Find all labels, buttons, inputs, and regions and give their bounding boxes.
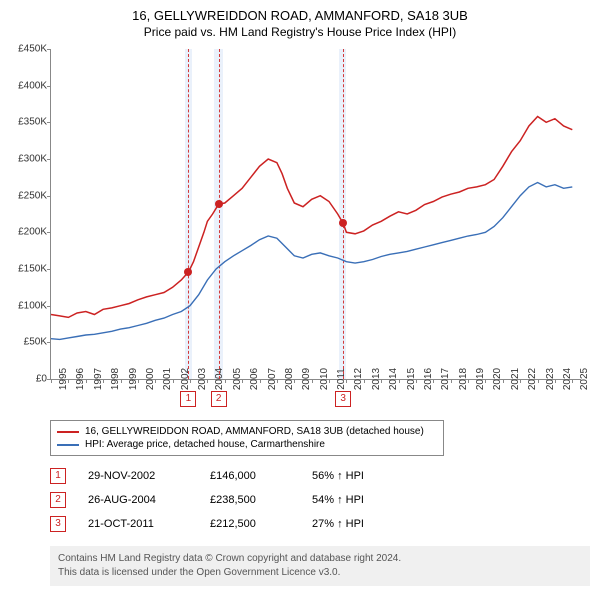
- x-tick: [121, 379, 122, 383]
- sale-number-box: 3: [50, 516, 66, 532]
- sale-delta: 54% ↑ HPI: [312, 494, 364, 506]
- sale-date: 21-OCT-2011: [88, 518, 188, 530]
- x-tick: [155, 379, 156, 383]
- sale-price: £146,000: [210, 470, 290, 482]
- x-tick: [346, 379, 347, 383]
- sale-number-box: 1: [50, 468, 66, 484]
- y-axis-label: £200K: [18, 227, 51, 238]
- x-tick: [503, 379, 504, 383]
- legend-row: 16, GELLYWREIDDON ROAD, AMMANFORD, SA18 …: [57, 425, 437, 438]
- x-tick: [103, 379, 104, 383]
- x-tick: [451, 379, 452, 383]
- title-subtitle: Price paid vs. HM Land Registry's House …: [0, 23, 600, 39]
- x-tick: [277, 379, 278, 383]
- x-tick: [433, 379, 434, 383]
- legend-label: HPI: Average price, detached house, Carm…: [85, 439, 325, 450]
- y-axis-label: £150K: [18, 264, 51, 275]
- sale-delta: 27% ↑ HPI: [312, 518, 364, 530]
- legend: 16, GELLYWREIDDON ROAD, AMMANFORD, SA18 …: [50, 420, 444, 456]
- y-axis-label: £400K: [18, 80, 51, 91]
- y-axis-label: £350K: [18, 117, 51, 128]
- x-tick: [86, 379, 87, 383]
- x-tick: [538, 379, 539, 383]
- x-tick: [225, 379, 226, 383]
- sale-delta: 56% ↑ HPI: [312, 470, 364, 482]
- title-address: 16, GELLYWREIDDON ROAD, AMMANFORD, SA18 …: [0, 8, 600, 23]
- sale-row: 3 21-OCT-2011 £212,500 27% ↑ HPI: [50, 512, 590, 536]
- x-tick: [364, 379, 365, 383]
- sale-row: 2 26-AUG-2004 £238,500 54% ↑ HPI: [50, 488, 590, 512]
- x-tick: [242, 379, 243, 383]
- sale-price: £238,500: [210, 494, 290, 506]
- legend-swatch: [57, 444, 79, 446]
- y-axis-label: £250K: [18, 190, 51, 201]
- y-axis-label: £50K: [24, 337, 51, 348]
- sale-date: 29-NOV-2002: [88, 470, 188, 482]
- x-tick: [555, 379, 556, 383]
- chart-lines: [51, 49, 581, 379]
- y-axis-label: £100K: [18, 300, 51, 311]
- event-number-box: 2: [211, 391, 227, 407]
- plot-area: £0£50K£100K£150K£200K£250K£300K£350K£400…: [50, 49, 581, 380]
- x-tick: [207, 379, 208, 383]
- series-line-price_paid: [51, 117, 572, 318]
- sale-row: 1 29-NOV-2002 £146,000 56% ↑ HPI: [50, 464, 590, 488]
- event-number-box: 1: [180, 391, 196, 407]
- y-axis-label: £0: [36, 374, 51, 385]
- x-tick: [485, 379, 486, 383]
- x-tick: [138, 379, 139, 383]
- x-tick: [329, 379, 330, 383]
- title-block: 16, GELLYWREIDDON ROAD, AMMANFORD, SA18 …: [0, 0, 600, 39]
- legend-swatch: [57, 431, 79, 433]
- x-tick: [260, 379, 261, 383]
- x-tick: [381, 379, 382, 383]
- x-tick: [399, 379, 400, 383]
- event-number-box: 3: [335, 391, 351, 407]
- footer-line: Contains HM Land Registry data © Crown c…: [58, 552, 582, 566]
- x-tick: [416, 379, 417, 383]
- x-tick: [190, 379, 191, 383]
- x-tick: [312, 379, 313, 383]
- footer: Contains HM Land Registry data © Crown c…: [50, 546, 590, 586]
- x-tick: [173, 379, 174, 383]
- legend-row: HPI: Average price, detached house, Carm…: [57, 438, 437, 451]
- y-axis-label: £450K: [18, 44, 51, 55]
- chart-container: 16, GELLYWREIDDON ROAD, AMMANFORD, SA18 …: [0, 0, 600, 586]
- sales-table: 1 29-NOV-2002 £146,000 56% ↑ HPI 2 26-AUG-200…: [50, 464, 590, 536]
- sale-number-box: 2: [50, 492, 66, 508]
- x-tick: [572, 379, 573, 383]
- legend-label: 16, GELLYWREIDDON ROAD, AMMANFORD, SA18 …: [85, 426, 424, 437]
- x-tick: [520, 379, 521, 383]
- x-tick: [294, 379, 295, 383]
- y-axis-label: £300K: [18, 154, 51, 165]
- series-line-hpi: [51, 183, 572, 340]
- footer-line: This data is licensed under the Open Gov…: [58, 566, 582, 580]
- x-tick: [468, 379, 469, 383]
- sale-date: 26-AUG-2004: [88, 494, 188, 506]
- x-tick: [68, 379, 69, 383]
- sale-price: £212,500: [210, 518, 290, 530]
- x-tick: [51, 379, 52, 383]
